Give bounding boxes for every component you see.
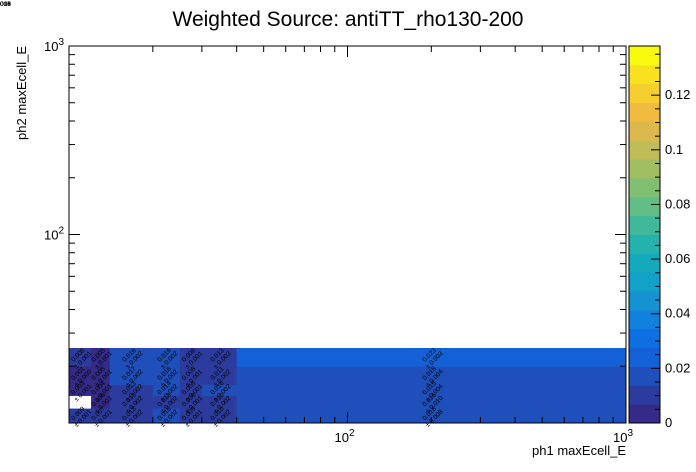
- y-axis-label: ph2 maxEcell_E: [14, 46, 29, 140]
- heatmap-cell: [152, 384, 181, 396]
- heatmap-cell: [179, 384, 203, 396]
- heatmap-cell: [179, 347, 203, 367]
- colorbar-swatch: [629, 366, 660, 386]
- colorbar-tick-label: 0.12: [665, 87, 690, 102]
- heatmap-cell: [109, 384, 154, 396]
- x-tick-label: 102: [334, 428, 354, 445]
- heatmap-cell: [91, 395, 111, 409]
- heatmap-cell: [109, 395, 154, 409]
- heatmap-cell: [91, 384, 111, 396]
- colorbar-swatch: [629, 309, 660, 330]
- heatmap-cell: [69, 384, 92, 396]
- colorbar-tick-label: 0.1: [665, 142, 683, 157]
- heatmap-cell: [109, 347, 154, 367]
- colorbar-swatch: [629, 83, 660, 104]
- heatmap-cell: [179, 366, 203, 386]
- colorbar-tick-label: 0.04: [665, 306, 690, 321]
- heatmap-cell: [201, 395, 238, 409]
- colorbar-swatch: [629, 177, 660, 198]
- colorbar-tick-label: 0.02: [665, 360, 690, 375]
- heatmap-cell: [201, 347, 238, 367]
- chart-title: Weighted Source: antiTT_rho130-200: [173, 8, 524, 31]
- colorbar-swatch: [629, 291, 660, 311]
- cell-label: 0.066± 0.006: [0, 0, 11, 8]
- heatmap-cell: [152, 408, 181, 424]
- cell-value: 0.079: [0, 0, 9, 1]
- heatmap-cell: [236, 408, 627, 424]
- y-tick-label: 103: [44, 37, 64, 54]
- heatmap-cell: [91, 366, 111, 386]
- cell-label: 0.079± 0.008: [0, 0, 11, 8]
- cell-value: 0.059: [0, 0, 9, 1]
- cell-value: 0.066: [0, 0, 9, 1]
- heatmap-cell: [201, 366, 238, 386]
- cell-value: 0.138: [0, 0, 9, 1]
- colorbar-swatch: [629, 328, 660, 349]
- colorbar-swatch: [629, 64, 660, 85]
- colorbar: 0 0.02 0.04 0.06 0.08 0.1 0.12: [628, 45, 690, 430]
- heatmap-cell: [236, 366, 627, 386]
- colorbar-swatch: [629, 385, 660, 405]
- cell-label: 0.052± 0.006: [0, 0, 11, 8]
- heatmap-cell: [69, 395, 92, 409]
- heatmap-cell: [179, 395, 203, 409]
- colorbar-swatch: [629, 159, 660, 179]
- cell-value: 0.052: [0, 0, 9, 1]
- heatmap-cell: [236, 347, 627, 367]
- cell-error: ± 0.006: [0, 1, 11, 8]
- cell-error: ± 0.014: [0, 1, 11, 8]
- colorbar-swatch: [629, 272, 660, 292]
- heatmap-cell: [201, 408, 238, 424]
- colorbar-swatch: [629, 121, 660, 141]
- colorbar-swatch: [629, 140, 660, 160]
- heatmap-cell: [179, 408, 203, 424]
- colorbar-tick-label: 0: [665, 415, 672, 430]
- colorbar-swatch: [629, 215, 660, 235]
- heatmap-cell: [201, 384, 238, 396]
- cell-error: ± 0.006: [0, 1, 11, 8]
- heatmap-cells: [69, 347, 627, 424]
- x-axis-label: ph1 maxEcell_E: [532, 443, 626, 458]
- colorbar-tick-label: 0.06: [665, 251, 690, 266]
- colorbar-swatch: [629, 404, 660, 424]
- heatmap-cell: [236, 395, 627, 409]
- heatmap-cell: [91, 408, 111, 424]
- colorbar-swatch: [629, 46, 660, 66]
- colorbar-tick-label: 0.08: [665, 196, 690, 211]
- colorbar-frame: [628, 45, 661, 424]
- colorbar-swatch: [629, 102, 660, 122]
- cell-error: ± 0.005: [0, 1, 11, 8]
- cell-label: 0.059± 0.005: [0, 0, 11, 8]
- heatmap-cell: [109, 408, 154, 424]
- colorbar-swatch: [629, 347, 660, 367]
- colorbar-swatch: [629, 234, 660, 254]
- axes: 102 103 102 103: [44, 37, 633, 445]
- x-tick-label: 103: [613, 428, 633, 445]
- colorbar-swatch: [629, 253, 660, 273]
- colorbar-swatch: [629, 196, 660, 217]
- heatmap-cell: [69, 347, 92, 367]
- heatmap-cell: [152, 395, 181, 409]
- heatmap-cell: [69, 408, 92, 424]
- heatmap-cell: [69, 366, 92, 386]
- heatmap-cell: [91, 347, 111, 367]
- heatmap-cell: [152, 366, 181, 386]
- heatmap-cell: [152, 347, 181, 367]
- heatmap-cell: [236, 384, 627, 396]
- heatmap-cell: [109, 366, 154, 386]
- cell-label: 0.138± 0.014: [0, 0, 11, 8]
- cell-error: ± 0.008: [0, 1, 11, 8]
- y-tick-label: 102: [44, 226, 64, 243]
